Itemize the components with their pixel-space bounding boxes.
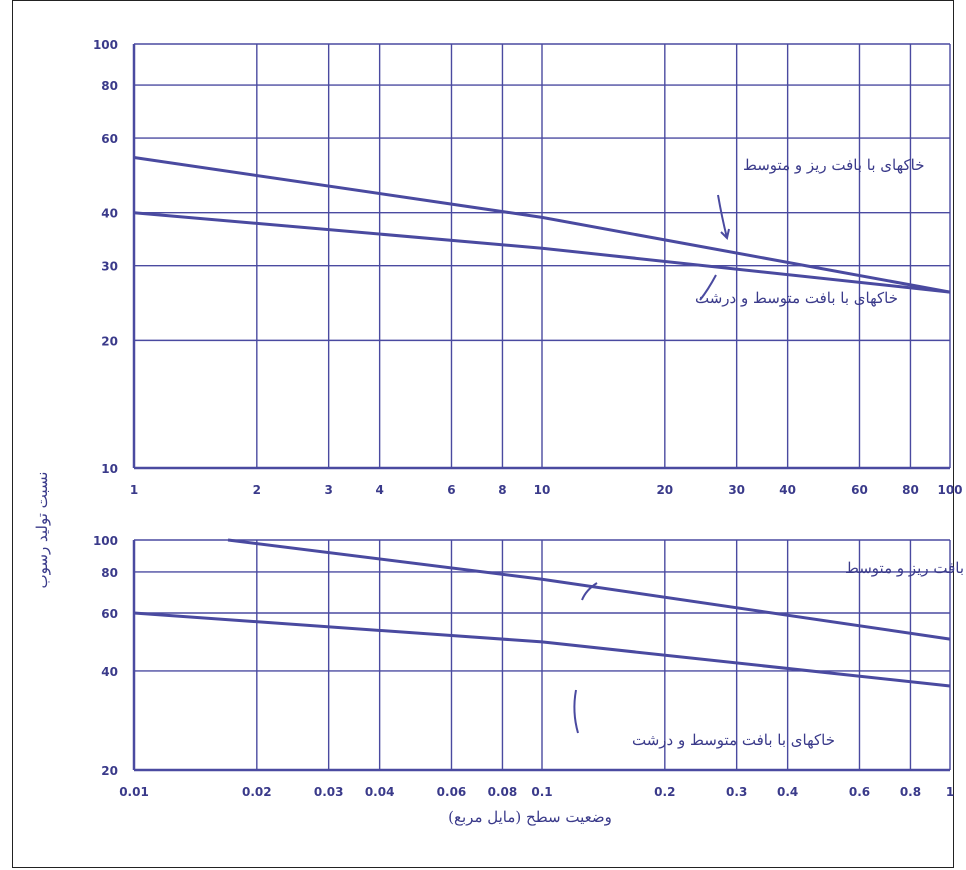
bottom-x-tick-label: 0.1	[531, 785, 552, 799]
top-fine-soil-arrow	[717, 194, 730, 240]
bottom-series-line-coarse	[133, 611, 951, 688]
bottom-x-tick-label: 0.06	[437, 785, 467, 799]
top-coarse-soil-label: خاکهای با بافت متوسط و درشت	[695, 289, 898, 307]
bottom-x-tick-label: 0.4	[777, 785, 798, 799]
top-series-line-fine	[133, 156, 951, 294]
top-y-tick-label: 10	[101, 462, 118, 476]
bottom-chart-series	[133, 538, 951, 688]
bottom-x-tick-label: 0.08	[488, 785, 518, 799]
top-series-line-coarse	[133, 211, 951, 294]
top-x-tick-label: 3	[324, 483, 332, 497]
top-chart-ticks: 1 2 3 4 6 8 10 20 30 40 60 80 100 10 20 30 40 60 80 100	[93, 38, 963, 497]
top-x-tick-label: 30	[728, 483, 745, 497]
bottom-y-tick-label: 100	[93, 534, 118, 548]
top-x-tick-label: 40	[779, 483, 796, 497]
top-x-tick-label: 8	[498, 483, 506, 497]
bottom-x-tick-label: 0.01	[119, 785, 149, 799]
bottom-series-line-fine	[227, 538, 951, 641]
top-y-tick-label: 80	[101, 79, 118, 93]
top-y-tick-label: 60	[101, 132, 118, 146]
bottom-coarse-soil-label: خاکهای با بافت متوسط و درشت	[632, 731, 835, 749]
top-x-tick-label: 10	[534, 483, 551, 497]
bottom-x-tick-label: 0.8	[900, 785, 921, 799]
top-x-tick-label: 2	[253, 483, 261, 497]
x-axis-title: وضعیت سطح (مایل مربع)	[448, 808, 612, 826]
top-coarse-soil-arrow	[699, 274, 717, 301]
bottom-x-tick-label: 0.03	[314, 785, 344, 799]
bottom-y-tick-label: 40	[101, 665, 118, 679]
bottom-x-tick-label: 0.04	[365, 785, 395, 799]
bottom-chart-ticks: 0.01 0.02 0.03 0.04 0.06 0.08 0.1 0.2 0.3 0.4 0.6 0…	[93, 534, 954, 799]
top-x-tick-label: 20	[656, 483, 673, 497]
bottom-x-tick-label: 1	[946, 785, 954, 799]
top-x-tick-label: 4	[375, 483, 383, 497]
top-x-tick-label: 100	[937, 483, 962, 497]
bottom-x-tick-label: 0.3	[726, 785, 747, 799]
top-x-tick-label: 80	[902, 483, 919, 497]
top-chart-series	[133, 156, 951, 294]
top-x-tick-label: 6	[447, 483, 455, 497]
bottom-x-tick-label: 0.6	[849, 785, 870, 799]
top-chart-grid	[132, 43, 951, 470]
top-y-tick-label: 100	[93, 38, 118, 52]
figure-frame	[12, 0, 954, 868]
bottom-fine-soil-arrow	[581, 582, 598, 601]
top-y-tick-label: 30	[101, 260, 118, 274]
top-y-tick-label: 40	[101, 207, 118, 221]
y-axis-title: نسبت تولید رسوب	[33, 472, 51, 589]
bottom-fine-soil-label: خاکهای با بافت ریز و متوسط	[845, 559, 966, 577]
bottom-y-tick-label: 60	[101, 607, 118, 621]
top-x-tick-label: 60	[851, 483, 868, 497]
top-fine-soil-label: خاکهای با بافت ریز و متوسط	[743, 156, 925, 174]
top-y-tick-label: 20	[101, 334, 118, 348]
bottom-coarse-soil-arrow	[573, 689, 579, 734]
top-x-tick-label: 1	[130, 483, 138, 497]
bottom-x-tick-label: 0.2	[654, 785, 675, 799]
bottom-y-tick-label: 20	[101, 764, 118, 778]
bottom-x-tick-label: 0.02	[242, 785, 272, 799]
bottom-y-tick-label: 80	[101, 566, 118, 580]
